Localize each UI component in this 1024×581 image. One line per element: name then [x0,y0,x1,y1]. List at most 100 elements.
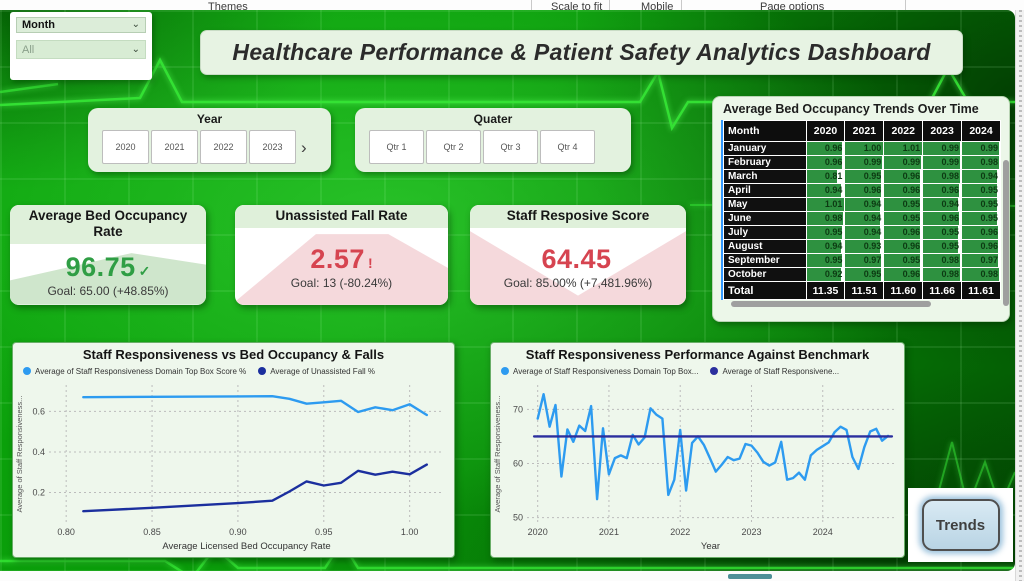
table-value-cell: 0.96 [923,212,962,225]
slicer-button-qtr-4[interactable]: Qtr 4 [540,130,595,164]
slicer-button-2020[interactable]: 2020 [102,130,149,164]
scrollbar-thumb[interactable] [728,574,772,579]
table-row[interactable]: September 0.95 0.97 0.95 0.98 0.97 [724,254,1000,267]
table-column-header[interactable]: 2020 [806,121,845,141]
kpi-sparkline-area [235,234,448,305]
table-row[interactable]: August 0.94 0.93 0.96 0.95 0.96 [724,240,1000,253]
slicer-button-qtr-2[interactable]: Qtr 2 [426,130,481,164]
table-value-cell: 0.96 [923,184,962,197]
data-bar [806,184,842,197]
table-total-cell: 11.35 [806,282,845,299]
year-slicer: Year 2020 2021 2022 2023 › [88,108,331,172]
kpi-status-alert-icon: ! [367,254,373,271]
menu-item-themes[interactable]: Themes [208,1,248,10]
table-value-cell: 0.96 [884,226,923,239]
table-row[interactable]: July 0.95 0.94 0.96 0.95 0.96 [724,226,1000,239]
kpi-value: 96.75 [65,251,136,282]
data-bar [806,156,843,169]
data-bar [962,170,998,183]
table-value-cell: 0.98 [923,254,962,267]
svg-text:0.6: 0.6 [32,406,45,416]
menu-item-page-options[interactable]: Page options [760,1,825,10]
table-row[interactable]: June 0.98 0.94 0.95 0.96 0.95 [724,212,1000,225]
chevron-down-icon: ⌄ [131,43,140,55]
table-row[interactable]: April 0.94 0.96 0.96 0.96 0.95 [724,184,1000,197]
data-bar [806,268,841,281]
slicer-button-2022[interactable]: 2022 [200,130,247,164]
table-row[interactable]: January 0.96 1.00 1.01 0.99 0.99 [724,142,1000,155]
svg-text:2020: 2020 [528,527,548,537]
table-column-header[interactable]: 2023 [923,121,962,141]
menu-item-scale-to-fit[interactable]: Scale to fit [551,1,603,10]
data-bar [884,170,920,183]
table-month-cell: June [724,212,806,225]
data-bar [884,268,920,281]
table-value-cell: 0.95 [962,198,1000,211]
data-bar [845,226,881,239]
month-value-dropdown[interactable]: All ⌄ [16,40,146,59]
legend-label: Average of Staff Responsiveness Domain T… [513,366,699,376]
line-chart-plot[interactable]: 0.80 0.85 0.90 0.95 1.00 0.2 0.4 0.6 Average Lic… [13,377,454,553]
table-horizontal-scrollbar[interactable] [731,301,931,307]
table-row[interactable]: October 0.92 0.95 0.96 0.98 0.98 [724,268,1000,281]
table-value-cell: 0.95 [806,254,845,267]
line-chart-plot[interactable]: 2020 2021 2022 2023 2024 50 60 70 Year Average of… [491,377,904,553]
table-month-cell: January [724,142,806,155]
trends-button[interactable]: Trends [921,499,1000,551]
table-value-cell: 0.95 [806,226,845,239]
data-bar [962,212,998,225]
slicer-button-qtr-3[interactable]: Qtr 3 [483,130,538,164]
table-month-cell: April [724,184,806,197]
kpi-sparkline-area [470,231,686,305]
table-column-header[interactable]: 2024 [962,121,1000,141]
legend-item[interactable]: Average of Staff Responsiveness Domain T… [501,367,698,376]
table-column-header[interactable]: 2021 [845,121,884,141]
legend-item[interactable]: Average of Unassisted Fall % [258,367,375,376]
table-row[interactable]: March 0.81 0.95 0.96 0.98 0.94 [724,170,1000,183]
table-column-header[interactable]: 2022 [884,121,923,141]
table-row[interactable]: February 0.96 0.99 0.99 0.99 0.98 [724,156,1000,169]
table-value-cell: 1.01 [884,142,923,155]
chevron-right-icon[interactable]: › [301,137,307,157]
kpi-card-bed-occupancy: Average Bed Occupancy Rate 96.75 ✓ Goal:… [10,205,206,305]
data-bar [962,198,998,211]
slicer-button-qtr-1[interactable]: Qtr 1 [369,130,424,164]
legend-item[interactable]: Average of Staff Responsiveness Domain T… [23,367,246,376]
page-horizontal-scrollbar[interactable] [0,571,1015,581]
data-bar [884,254,920,267]
table-value-cell: 0.99 [923,156,962,169]
kpi-card-staff-responsive: Staff Resposive Score 64.45 Goal: 85.00%… [470,205,686,305]
slicer-button-2023[interactable]: 2023 [249,130,296,164]
page-vertical-scrollbar[interactable] [1015,10,1024,581]
table-month-cell: September [724,254,806,267]
kpi-goal-text: Goal: 13 (-80.24%) [290,275,393,290]
table-vertical-scrollbar[interactable] [1003,160,1009,306]
table-value-cell: 0.95 [884,212,923,225]
legend-dot-icon [710,367,719,375]
svg-text:Year: Year [701,541,720,552]
data-bar [923,254,960,267]
chart-responsiveness-benchmark: Staff Responsiveness Performance Against… [490,342,905,558]
table-value-cell: 0.99 [923,142,962,155]
month-field-dropdown[interactable]: Month ⌄ [16,17,146,33]
legend-item[interactable]: Average of Staff Responsivene... [710,367,839,376]
data-bar [845,268,881,281]
kpi-title: Unassisted Fall Rate [235,205,448,229]
menu-item-mobile[interactable]: Mobile [641,1,674,10]
table-value-cell: 0.98 [962,156,1000,169]
svg-text:2022: 2022 [670,527,690,537]
chart-legend: Average of Staff Responsiveness Domain T… [491,362,904,377]
table-column-header[interactable]: Month [724,121,806,141]
svg-text:2024: 2024 [813,527,833,537]
data-bar [962,142,999,155]
bed-occupancy-table[interactable]: Month 2020 2021 2022 2023 2024 January 0.96 1.0… [721,120,1001,300]
dashboard-title-banner: Healthcare Performance & Patient Safety … [200,30,963,75]
svg-text:0.90: 0.90 [229,527,247,537]
slicer-button-2021[interactable]: 2021 [151,130,198,164]
table-row[interactable]: May 1.01 0.94 0.95 0.94 0.95 [724,198,1000,211]
data-bar [884,198,920,211]
table-total-row: Total 11.35 11.51 11.60 11.66 11.61 [724,282,1000,299]
data-bar [962,184,998,197]
legend-dot-icon [23,367,31,375]
kpi-value: 2.57 [310,243,365,274]
